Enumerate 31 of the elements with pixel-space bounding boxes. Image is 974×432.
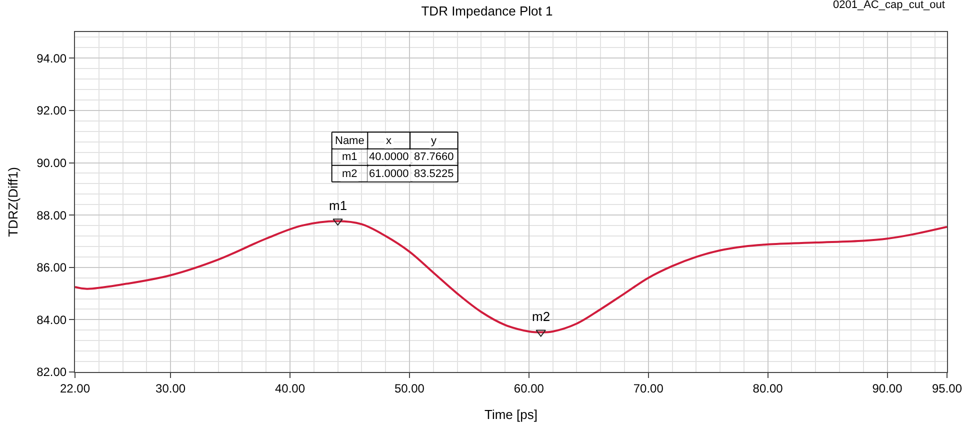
- annotation: m2: [342, 168, 358, 180]
- chart-title: TDR Impedance Plot 1: [421, 4, 553, 19]
- x-tick-label: 30.00: [156, 381, 186, 396]
- annotation: 61.0000: [369, 168, 409, 180]
- y-axis-title: TDRZ(Diff1): [6, 167, 21, 237]
- annotation: y: [431, 135, 437, 147]
- annotation: x: [386, 135, 392, 147]
- y-tick-label: 92.00: [36, 104, 67, 118]
- y-tick-label: 90.00: [36, 156, 67, 170]
- y-tick-label: 84.00: [36, 312, 67, 327]
- text: 0201_AC_cap_cut_out: [833, 0, 945, 11]
- y-tick-label: 94.00: [36, 51, 67, 66]
- annotation: 83.5225: [414, 168, 454, 180]
- annotation: m1: [342, 151, 358, 163]
- x-tick-label: 60.00: [514, 381, 544, 396]
- x-tick-label: 90.00: [872, 381, 903, 396]
- annotation: Name: [335, 135, 364, 147]
- y-tick-label: 86.00: [36, 260, 67, 275]
- x-axis-title: Time [ps]: [484, 407, 538, 422]
- annotation: 87.7660: [414, 151, 454, 163]
- x-tick-label: 40.00: [274, 381, 306, 396]
- x-tick-label: 22.00: [60, 381, 90, 396]
- annotation: 40.0000: [369, 151, 409, 163]
- x-tick-label: 80.00: [752, 381, 784, 396]
- annotation: m2: [532, 309, 550, 324]
- x-tick-label: 95.00: [932, 381, 962, 396]
- x-tick-label: 70.00: [633, 381, 664, 396]
- y-tick-label: 88.00: [36, 208, 67, 222]
- annotation: m1: [329, 198, 348, 213]
- y-tick-label: 82.00: [36, 365, 67, 380]
- x-tick-label: 50.00: [394, 381, 425, 396]
